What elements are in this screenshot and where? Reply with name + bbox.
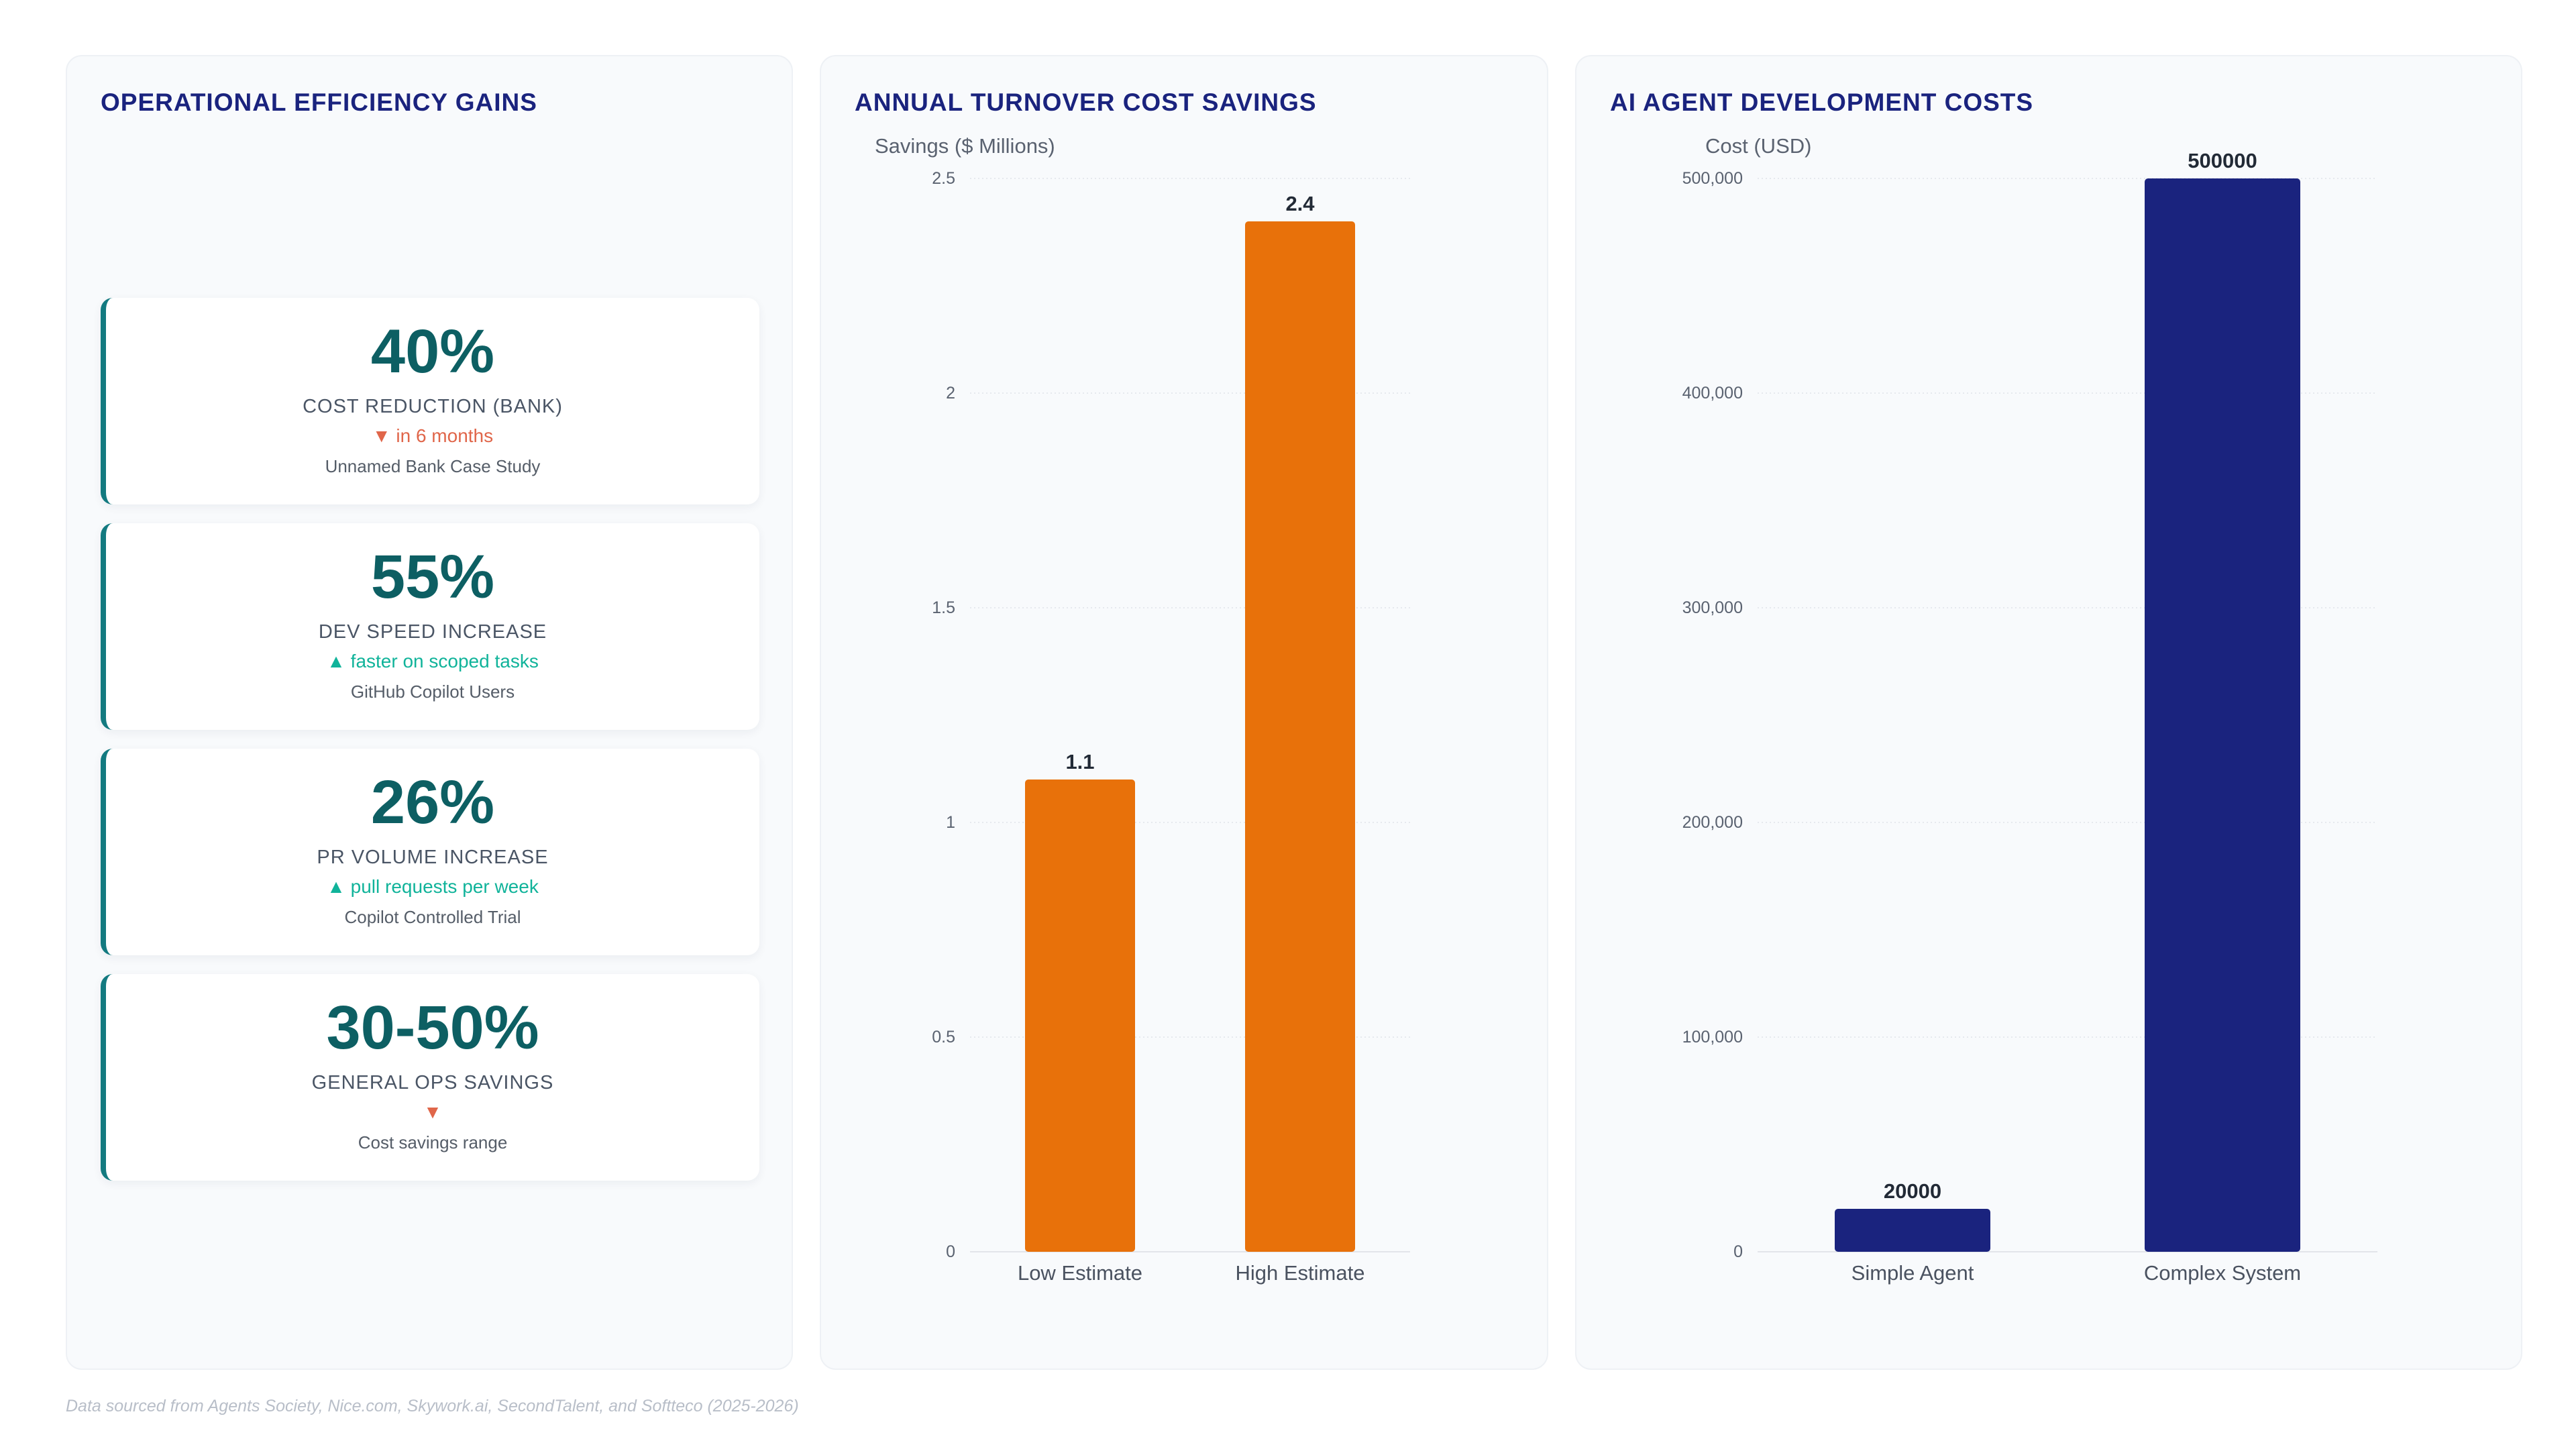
x-category-label: Simple Agent: [1851, 1261, 1974, 1285]
kpi-value: 30-50%: [326, 994, 539, 1062]
kpi-source: Cost savings range: [358, 1132, 508, 1152]
bar: [2145, 178, 2300, 1252]
x-category-label: High Estimate: [1236, 1261, 1365, 1285]
y-tick-label: 0.5: [932, 1028, 955, 1046]
kpi-trend: ▲ faster on scoped tasks: [327, 651, 539, 672]
kpi-card-list: 40% COST REDUCTION (BANK) ▼ in 6 months …: [101, 298, 759, 1199]
kpi-card-ops-savings: 30-50% GENERAL OPS SAVINGS ▼ Cost saving…: [101, 974, 759, 1181]
bar-value-label: 1.1: [1065, 750, 1094, 773]
kpi-label: PR VOLUME INCREASE: [317, 847, 549, 868]
panel-title: OPERATIONAL EFFICIENCY GAINS: [101, 89, 537, 116]
kpi-value: 55%: [370, 543, 495, 611]
kpi-card-pr-volume: 26% PR VOLUME INCREASE ▲ pull requests p…: [101, 749, 759, 955]
bar-value-label: 2.4: [1285, 192, 1315, 215]
y-tick-label: 1.5: [932, 598, 955, 617]
turnover-savings-panel: ANNUAL TURNOVER COST SAVINGS Savings ($ …: [820, 55, 1548, 1370]
kpi-card-dev-speed: 55% DEV SPEED INCREASE ▲ faster on scope…: [101, 523, 759, 730]
y-axis-title: Cost (USD): [1705, 134, 1811, 158]
y-tick-label: 2.5: [932, 169, 955, 188]
chart-title: ANNUAL TURNOVER COST SAVINGS: [855, 89, 1317, 116]
kpi-value: 26%: [370, 768, 495, 837]
dev-costs-panel: AI AGENT DEVELOPMENT COSTS Cost (USD) 0 10…: [1575, 55, 2522, 1370]
kpi-trend: ▼: [423, 1102, 442, 1122]
y-axis-title: Savings ($ Millions): [875, 134, 1055, 158]
y-tick-label: 0: [1733, 1242, 1743, 1261]
chart-title: AI AGENT DEVELOPMENT COSTS: [1610, 89, 2034, 116]
y-tick-label: 300,000: [1682, 598, 1743, 617]
kpi-trend: ▼ in 6 months: [372, 425, 494, 446]
turnover-bar-chart: Savings ($ Millions) 0 0.5 1 1.5 2 2.5 1.1 Low E…: [875, 134, 1410, 1285]
bar: [1025, 780, 1135, 1252]
y-tick-label: 500,000: [1682, 169, 1743, 188]
kpi-label: DEV SPEED INCREASE: [318, 621, 547, 643]
y-tick-label: 2: [946, 384, 955, 402]
dev-costs-bar-chart: Cost (USD) 0 100,000 200,000 300,000 400,000 5…: [1682, 134, 2377, 1285]
bar-value-label: 500000: [2188, 149, 2257, 172]
kpi-value: 40%: [370, 317, 495, 386]
bar: [1835, 1209, 1990, 1252]
y-tick-label: 100,000: [1682, 1028, 1743, 1046]
kpi-source: GitHub Copilot Users: [350, 682, 515, 702]
data-source-footnote: Data sourced from Agents Society, Nice.c…: [66, 1397, 799, 1415]
x-category-label: Complex System: [2144, 1261, 2301, 1285]
kpi-trend: ▲ pull requests per week: [327, 876, 539, 897]
kpi-card-cost-reduction: 40% COST REDUCTION (BANK) ▼ in 6 months …: [101, 298, 759, 504]
bar-value-label: 20000: [1884, 1179, 1941, 1203]
kpi-source: Unnamed Bank Case Study: [325, 456, 541, 476]
y-tick-label: 200,000: [1682, 813, 1743, 832]
bar: [1245, 221, 1355, 1252]
y-tick-label: 400,000: [1682, 384, 1743, 402]
operational-efficiency-panel: OPERATIONAL EFFICIENCY GAINS 40% COST RE…: [66, 55, 793, 1370]
y-tick-label: 0: [946, 1242, 955, 1261]
kpi-label: COST REDUCTION (BANK): [303, 396, 563, 417]
kpi-label: GENERAL OPS SAVINGS: [311, 1072, 554, 1093]
kpi-source: Copilot Controlled Trial: [344, 907, 521, 927]
x-category-label: Low Estimate: [1018, 1261, 1142, 1285]
y-tick-label: 1: [946, 813, 955, 832]
